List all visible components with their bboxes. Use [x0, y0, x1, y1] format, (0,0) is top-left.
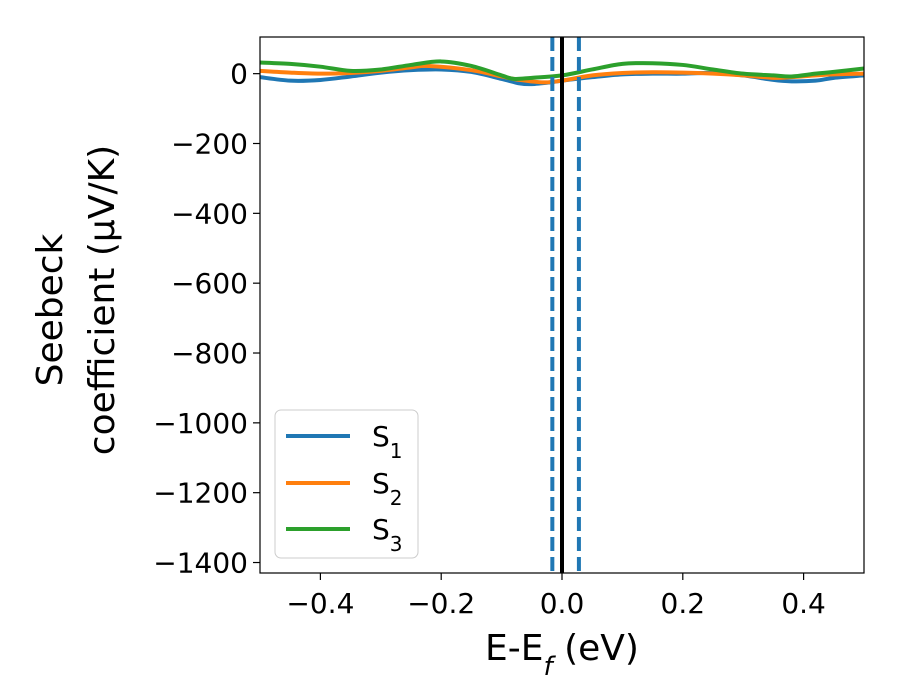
y-tick-label: −800 [171, 337, 248, 370]
y-axis: 0 −200 −400 −600 −800 −1000 −1200 −1400 [153, 58, 260, 580]
legend-label-s1: S1 [372, 420, 403, 463]
y-tick-label: 0 [230, 58, 248, 91]
y-tick-label: −400 [171, 197, 248, 230]
y-tick-label: −200 [171, 128, 248, 161]
y-tick-label: −600 [171, 267, 248, 300]
legend-label-s2: S2 [372, 467, 403, 510]
y-tick-label: −1000 [153, 407, 248, 440]
y-tick-label: −1400 [153, 547, 248, 580]
x-tick-label: −0.4 [286, 587, 354, 620]
x-tick-label: 0.0 [540, 587, 585, 620]
y-axis-label-line1: Seebeck [30, 233, 71, 386]
legend-label-s3: S3 [372, 513, 403, 556]
plot-area [260, 37, 864, 573]
legend: S1 S2 S3 [274, 409, 419, 559]
x-axis-label: E-Ef (eV) [485, 628, 639, 682]
y-axis-label-line2: coefficient (μV/K) [82, 145, 123, 455]
x-tick-label: 0.4 [781, 587, 826, 620]
y-tick-label: −1200 [153, 477, 248, 510]
x-axis: −0.4 −0.2 0.0 0.2 0.4 [286, 573, 826, 620]
x-tick-label: −0.2 [407, 587, 475, 620]
x-tick-label: 0.2 [661, 587, 706, 620]
